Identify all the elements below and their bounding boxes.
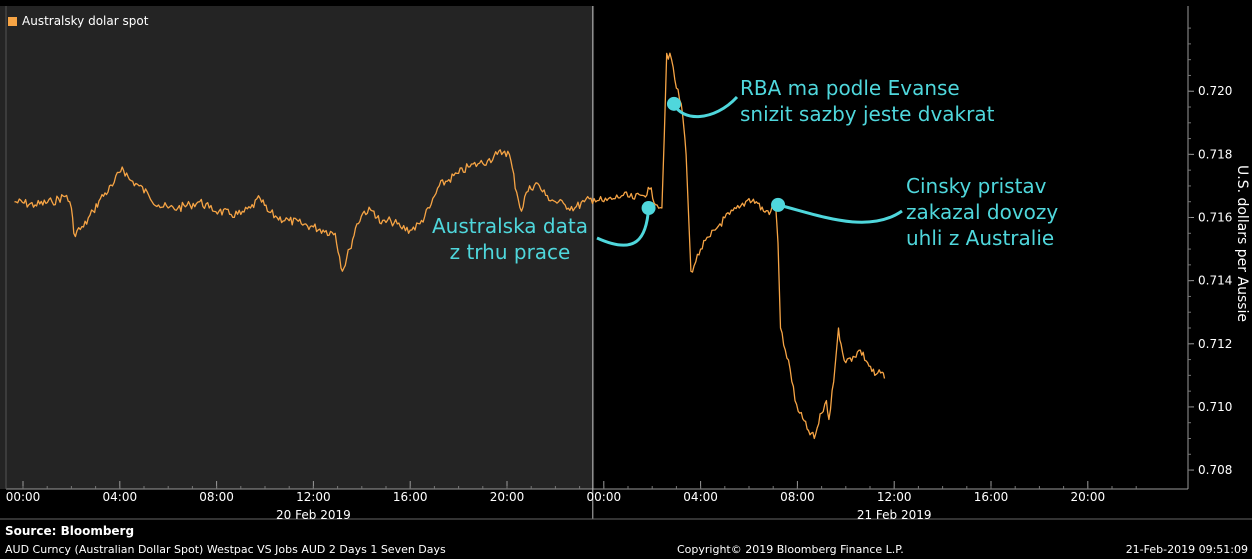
annotation-jobs: Australska data z trhu prace bbox=[432, 213, 588, 265]
legend-label: Australsky dolar spot bbox=[22, 14, 149, 28]
annotation-rba-line-2: snizit sazby jeste dvakrat bbox=[740, 102, 995, 126]
x-tick-label: 08:00 bbox=[780, 490, 815, 504]
y-tick-label: 0.714 bbox=[1198, 274, 1232, 288]
annotation-jobs-line-1: Australska data bbox=[432, 214, 588, 238]
y-axis-label: U.S. dollars per Aussie bbox=[1234, 165, 1250, 322]
data-marks bbox=[14, 52, 886, 440]
y-tick-label: 0.712 bbox=[1198, 337, 1232, 351]
annotation-marker-0 bbox=[641, 201, 656, 216]
series-line bbox=[14, 52, 886, 440]
x-tick-label: 20:00 bbox=[1071, 490, 1106, 504]
x-tick-label: 12:00 bbox=[877, 490, 912, 504]
footer-description: AUD Curncy (Australian Dollar Spot) West… bbox=[5, 543, 446, 556]
axes: 0.708 0.710 0.712 0.714 0.716 0.718 0.720 U.S. … bbox=[0, 6, 1252, 522]
y-tick-label: 0.718 bbox=[1198, 147, 1232, 161]
x-tick-label: 16:00 bbox=[974, 490, 1009, 504]
x-date-label: 21 Feb 2019 bbox=[857, 508, 932, 522]
x-tick-label: 04:00 bbox=[103, 490, 138, 504]
x-tick-label: 00:00 bbox=[6, 490, 41, 504]
x-tick-label: 16:00 bbox=[393, 490, 428, 504]
x-tick-label: 12:00 bbox=[296, 490, 331, 504]
annotation-coal-line-3: uhli z Australie bbox=[906, 226, 1055, 250]
annotation-connectors bbox=[596, 95, 903, 247]
annotation-marker-1 bbox=[666, 96, 681, 111]
annotation-rba: RBA ma podle Evanse snizit sazby jeste d… bbox=[740, 75, 994, 127]
annotation-coal: Cinsky pristav zakazal dovozy uhli z Aus… bbox=[906, 173, 1058, 251]
legend: Australsky dolar spot bbox=[8, 14, 148, 28]
y-tick-label: 0.710 bbox=[1198, 400, 1232, 414]
legend-swatch bbox=[8, 16, 17, 26]
annotation-jobs-line-2: z trhu prace bbox=[449, 240, 571, 264]
shaded-region bbox=[0, 6, 595, 489]
footer-copyright: Copyright© 2019 Bloomberg Finance L.P. bbox=[677, 543, 904, 556]
annotation-rba-line-1: RBA ma podle Evanse bbox=[740, 76, 960, 100]
annotation-rba-connector bbox=[672, 95, 739, 119]
annotation-coal-line-1: Cinsky pristav bbox=[906, 174, 1047, 198]
y-tick-label: 0.708 bbox=[1198, 463, 1232, 477]
footer-timestamp: 21-Feb-2019 09:51:09 bbox=[1125, 543, 1248, 556]
footer-source: Source: Bloomberg bbox=[5, 524, 135, 538]
annotation-coal-line-2: zakazal dovozy bbox=[906, 200, 1059, 224]
x-tick-label: 20:00 bbox=[490, 490, 525, 504]
x-tick-label: 00:00 bbox=[587, 490, 622, 504]
x-date-label: 20 Feb 2019 bbox=[276, 508, 351, 522]
annotation-jobs-connector bbox=[596, 207, 651, 247]
y-tick-label: 0.716 bbox=[1198, 211, 1232, 225]
x-tick-label: 08:00 bbox=[199, 490, 234, 504]
annotation-marker-2 bbox=[771, 197, 786, 212]
y-tick-label: 0.720 bbox=[1198, 84, 1232, 98]
annotation-coal-connector bbox=[777, 203, 903, 224]
x-tick-label: 04:00 bbox=[683, 490, 718, 504]
